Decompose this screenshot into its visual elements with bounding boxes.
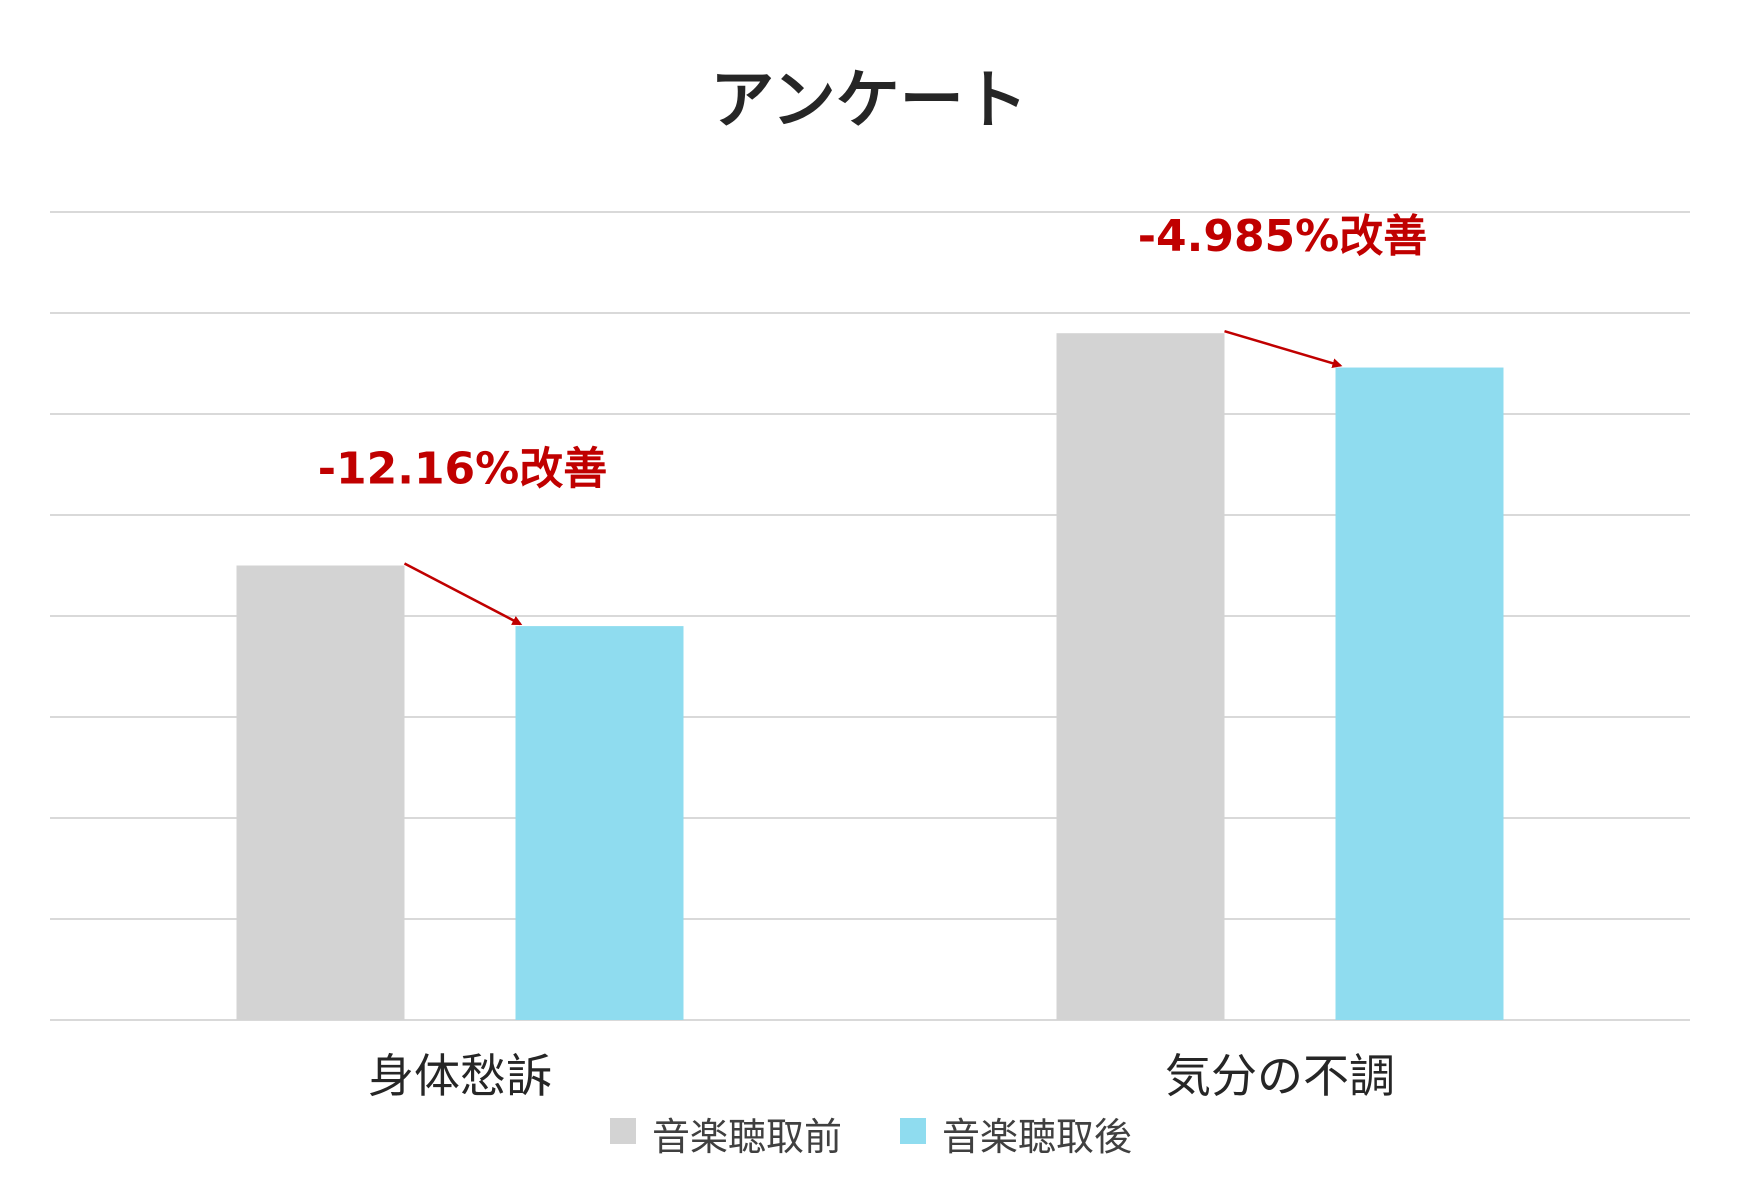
category-labels: 身体愁訴 気分の不調 [368, 1049, 1395, 1103]
bars [236, 333, 1504, 1020]
annotations: -12.16%改善 -4.985%改善 [318, 211, 1428, 626]
change-label: -12.16%改善 [318, 444, 608, 495]
chart-title: アンケート [710, 64, 1027, 138]
legend-label: 音楽聴取後 [942, 1115, 1132, 1159]
bar-after [1335, 367, 1504, 1020]
legend-swatch [610, 1118, 636, 1144]
legend-label: 音楽聴取前 [652, 1115, 842, 1159]
change-arrow [403, 562, 523, 626]
legend-swatch [900, 1118, 926, 1144]
bar-before [1056, 333, 1225, 1020]
bar-before [236, 565, 405, 1020]
change-arrow [1224, 330, 1343, 369]
change-label: -4.985%改善 [1138, 211, 1428, 262]
bar-after [515, 626, 684, 1020]
category-label: 気分の不調 [1165, 1049, 1395, 1103]
category-label: 身体愁訴 [368, 1049, 552, 1103]
legend: 音楽聴取前 音楽聴取後 [610, 1115, 1132, 1159]
